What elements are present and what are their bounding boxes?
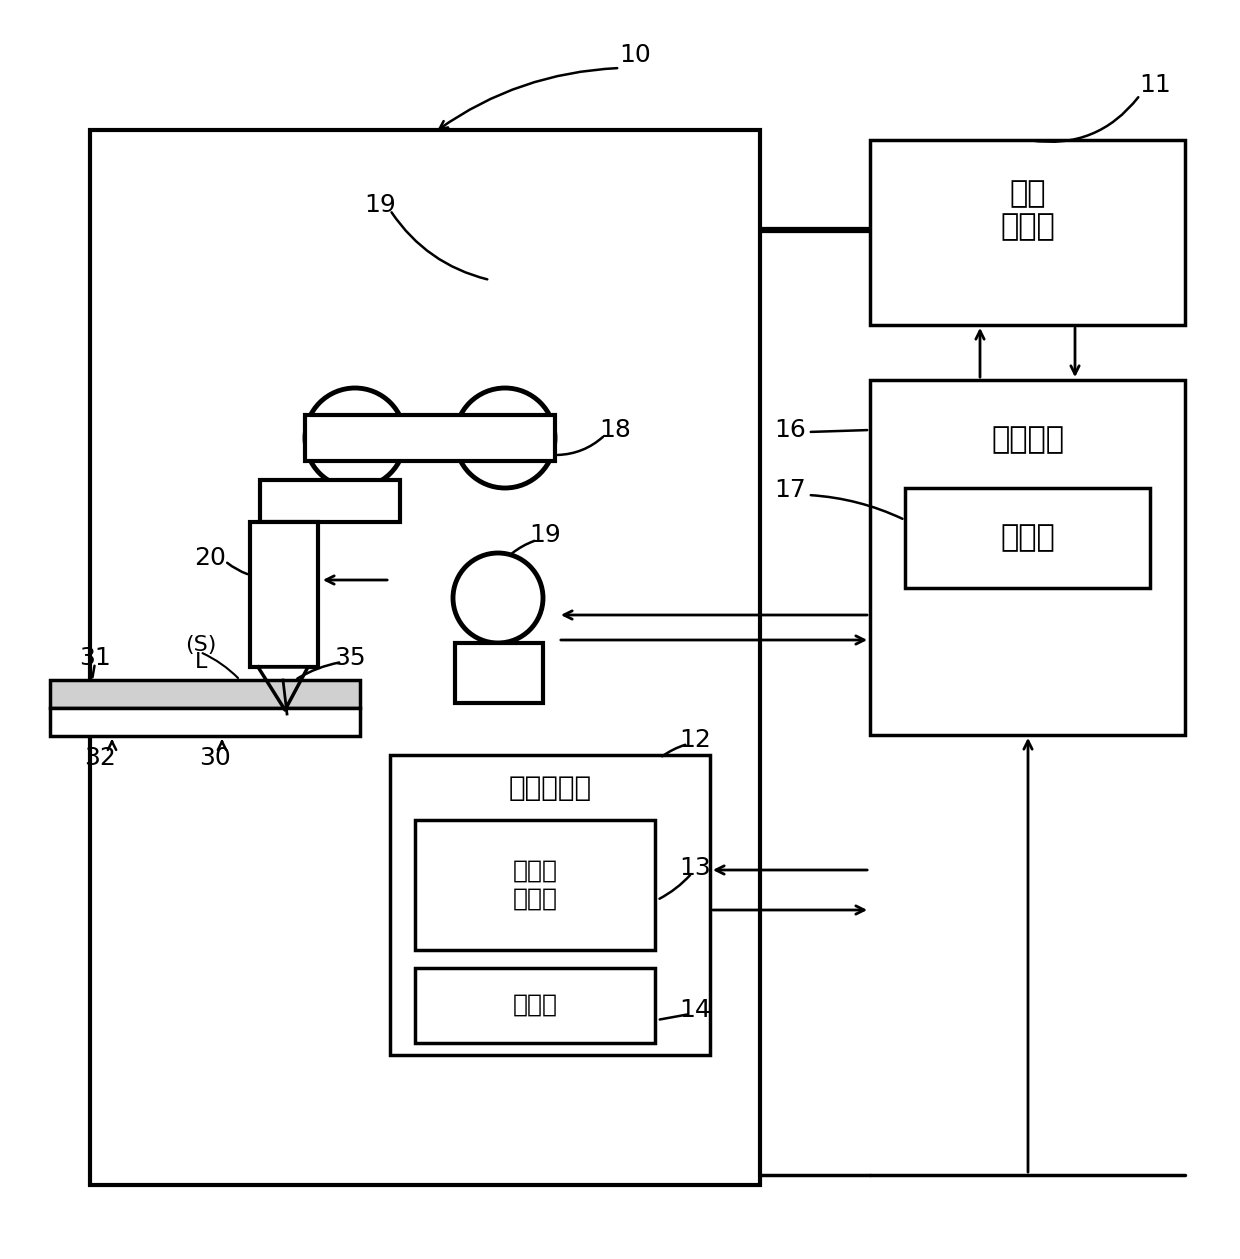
Circle shape: [453, 553, 543, 643]
Text: 16: 16: [774, 418, 806, 442]
Bar: [870, 380, 1185, 735]
Text: 判定部: 判定部: [1001, 524, 1055, 553]
Text: 11: 11: [1140, 73, 1171, 97]
Bar: [91, 130, 760, 1185]
Bar: [50, 708, 360, 737]
Bar: [391, 755, 711, 1055]
Circle shape: [305, 388, 405, 488]
Circle shape: [455, 388, 556, 488]
Text: 激光
振荡器: 激光 振荡器: [1001, 179, 1055, 242]
Polygon shape: [258, 667, 308, 710]
Text: 控制装置: 控制装置: [992, 426, 1064, 454]
Bar: [870, 140, 1185, 325]
Bar: [305, 415, 556, 461]
Text: 17: 17: [774, 478, 806, 502]
Text: 19: 19: [365, 193, 396, 217]
Bar: [250, 522, 317, 667]
Text: 14: 14: [680, 998, 711, 1022]
Text: 32: 32: [84, 747, 115, 771]
Text: 31: 31: [79, 646, 110, 670]
Bar: [415, 820, 655, 951]
Bar: [905, 488, 1149, 588]
Text: 19: 19: [529, 522, 560, 546]
Text: 30: 30: [200, 747, 231, 771]
Text: 35: 35: [335, 646, 366, 670]
Bar: [50, 680, 360, 708]
Text: 20: 20: [195, 546, 226, 570]
Bar: [455, 643, 543, 703]
Text: 10: 10: [619, 43, 651, 67]
Bar: [415, 968, 655, 1042]
Text: 18: 18: [599, 418, 631, 442]
Text: 12: 12: [680, 728, 711, 752]
Text: L: L: [195, 652, 207, 672]
Text: (S): (S): [185, 635, 216, 655]
Bar: [260, 480, 401, 522]
Text: 13: 13: [680, 856, 711, 880]
Text: 光学干渉仪: 光学干渉仪: [508, 774, 591, 802]
Text: 测定光
振荡器: 测定光 振荡器: [512, 859, 558, 912]
Text: 测定部: 测定部: [512, 993, 558, 1017]
